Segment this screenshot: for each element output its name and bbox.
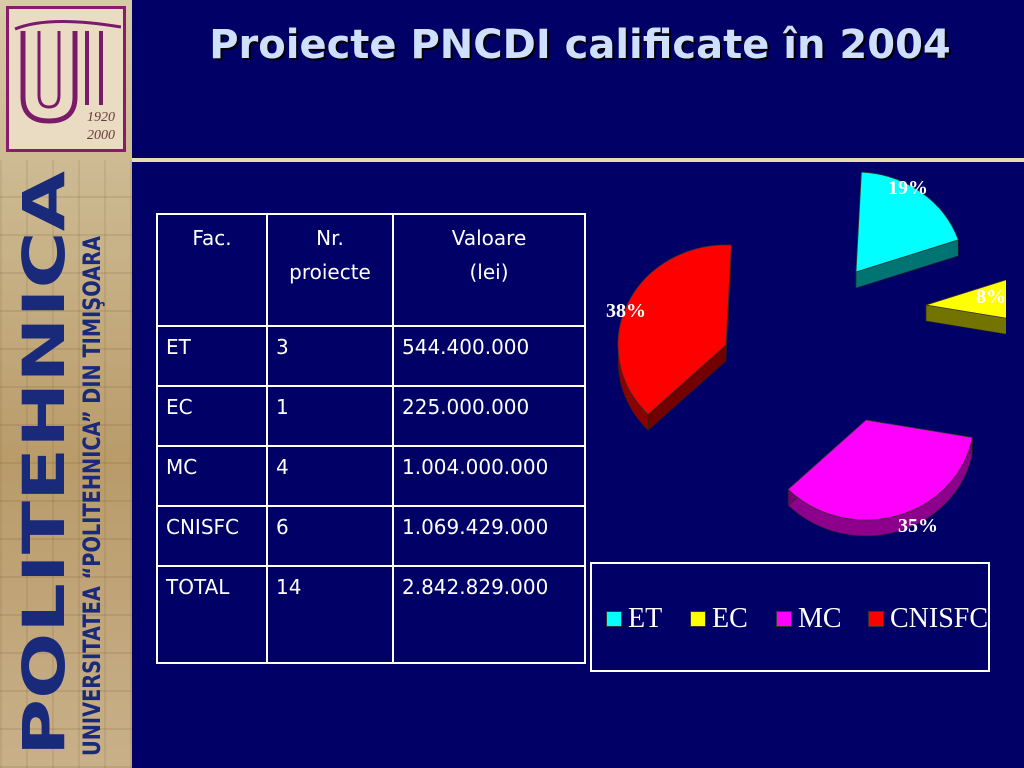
legend-label: MC [798, 603, 842, 634]
cell-valoare: 1.004.000.000 [392, 445, 586, 507]
chart-legend: ET EC MC CNISFC [590, 562, 990, 672]
cell-nr: 6 [266, 505, 394, 567]
table-row: MC 4 1.004.000.000 [156, 445, 586, 507]
projects-table: Fac. Nr. proiecte Valoare (lei) ET 3 544.4… [156, 213, 586, 664]
legend-item-mc: MC [776, 602, 842, 636]
header-valoare: Valoare (lei) [392, 213, 586, 327]
brand-politehnica: POLITEHNICA [10, 171, 78, 756]
table-row: CNISFC 6 1.069.429.000 [156, 505, 586, 567]
logo-year-2: 2000 [87, 128, 115, 143]
pie-slice-mc [787, 419, 973, 537]
cell-valoare: 544.400.000 [392, 325, 586, 387]
pie-slice-ec [925, 279, 1006, 335]
header-nr-proiecte: Nr. proiecte [266, 213, 394, 327]
legend-item-ec: EC [690, 602, 748, 636]
legend-swatch [868, 611, 884, 627]
legend-item-cnisfc: CNISFC [868, 602, 988, 636]
pie-slice-cnisfc [617, 244, 732, 432]
legend-swatch [606, 611, 622, 627]
cell-valoare: 2.842.829.000 [392, 565, 586, 664]
cell-valoare: 1.069.429.000 [392, 505, 586, 567]
legend-label: CNISFC [890, 603, 989, 634]
building-background [0, 160, 132, 768]
brand-university: UNIVERSITATEA “POLITEHNICA” DIN TIMIŞOAR… [78, 236, 106, 756]
cell-nr: 1 [266, 385, 394, 447]
pie-slice-et [855, 171, 959, 289]
table-row: EC 1 225.000.000 [156, 385, 586, 447]
vertical-branding: POLITEHNICA UNIVERSITATEA “POLITEHNICA” … [0, 160, 132, 760]
legend-label: ET [628, 603, 663, 634]
data-label-cnisfc: 38% [606, 300, 646, 322]
legend-label: EC [712, 603, 748, 634]
legend-swatch [690, 611, 706, 627]
sidebar: 1920 2000 POLITEHNICA UNIVERSITATEA “POL… [0, 0, 132, 768]
logo-year-1: 1920 [87, 110, 115, 125]
title-divider [132, 158, 1024, 162]
cell-fac: CNISFC [156, 505, 268, 567]
header-fac: Fac. [156, 213, 268, 327]
data-label-et: 19% [888, 177, 928, 199]
cell-fac: EC [156, 385, 268, 447]
cell-nr: 3 [266, 325, 394, 387]
legend-swatch [776, 611, 792, 627]
pie-chart: 19% 8% 35% 38% [606, 171, 1006, 537]
university-logo: 1920 2000 [6, 6, 126, 152]
cell-nr: 14 [266, 565, 394, 664]
slide-title: Proiecte PNCDI calificate în 2004 [209, 22, 951, 68]
cell-fac: MC [156, 445, 268, 507]
table-row-total: TOTAL 14 2.842.829.000 [156, 565, 586, 664]
legend-item-et: ET [606, 602, 662, 636]
cell-fac: TOTAL [156, 565, 268, 664]
table-row: ET 3 544.400.000 [156, 325, 586, 387]
table-header-row: Fac. Nr. proiecte Valoare (lei) [156, 213, 586, 327]
data-label-ec: 8% [976, 286, 1006, 308]
cell-valoare: 225.000.000 [392, 385, 586, 447]
cell-fac: ET [156, 325, 268, 387]
cell-nr: 4 [266, 445, 394, 507]
data-label-mc: 35% [898, 515, 938, 537]
